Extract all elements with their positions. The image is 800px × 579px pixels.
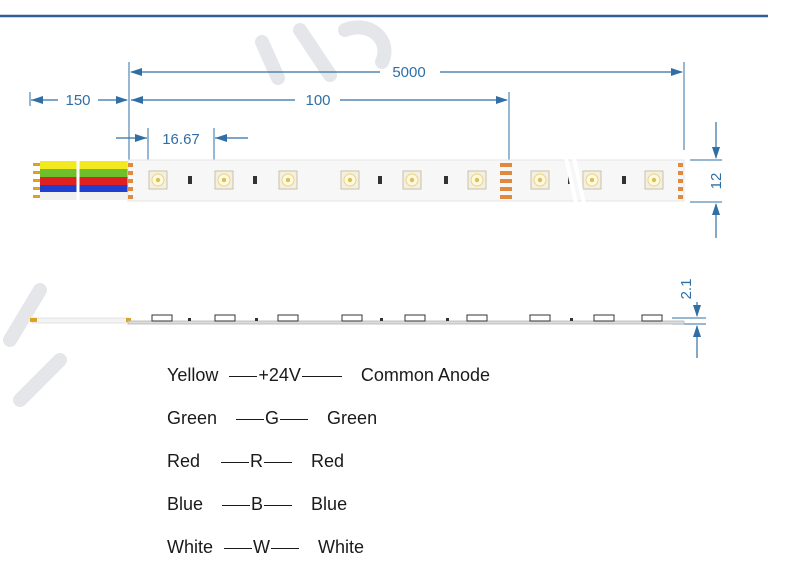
- led-chip: [278, 170, 298, 190]
- wiring-row-white: White W White: [167, 536, 490, 579]
- led-chip: [214, 170, 234, 190]
- strip-break-mark: [564, 157, 586, 204]
- solder-pads: [128, 163, 683, 199]
- side-led-profile: [529, 314, 551, 322]
- led-chip: [402, 170, 422, 190]
- dimension-total-length: 5000: [128, 62, 685, 160]
- wiring-row-green: Green G Green: [167, 407, 490, 450]
- side-led-profile: [404, 314, 426, 322]
- wire-function-label: Red: [311, 451, 345, 471]
- side-led-profile: [593, 314, 615, 322]
- side-resistor: [446, 318, 449, 321]
- wire-signal-label: G: [235, 407, 309, 429]
- led-chip: [530, 170, 550, 190]
- wire-signal-label: +24V: [228, 364, 343, 386]
- strip-width-label: 12: [708, 173, 725, 190]
- wiring-row-yellow: Yellow +24V Common Anode: [167, 364, 490, 407]
- watermark: [3, 20, 392, 407]
- wire-yellow: [40, 161, 128, 169]
- wire-color-label: Green: [167, 408, 218, 428]
- side-led-profiles: [151, 314, 663, 322]
- wiring-row-red: Red R Red: [167, 450, 490, 493]
- wire-white: [40, 192, 128, 200]
- led-chip: [148, 170, 168, 190]
- wire-color-label: Yellow: [167, 365, 219, 385]
- cut-unit-label: 100: [305, 92, 330, 109]
- side-lead-wire: [31, 317, 129, 324]
- led-chip: [467, 170, 487, 190]
- resistor: [378, 176, 382, 184]
- wiring-row-blue: Blue B Blue: [167, 493, 490, 536]
- wire-color-label: White: [167, 537, 214, 557]
- side-resistor: [380, 318, 383, 321]
- dimension-strip-width: 12: [690, 122, 725, 238]
- wire-function-label: White: [318, 537, 365, 557]
- side-led-profile: [466, 314, 488, 322]
- wire-green: [40, 169, 128, 177]
- strip-top-view: [33, 157, 685, 204]
- wire-function-label: Blue: [311, 494, 348, 514]
- led-pitch-label: 16.67: [162, 131, 200, 148]
- wire-color-label: Blue: [167, 494, 204, 514]
- wire-color-label: Red: [167, 451, 201, 471]
- wire-signal-label: R: [220, 450, 293, 472]
- resistor: [444, 176, 448, 184]
- led-chips: [148, 170, 664, 190]
- side-led-profile: [341, 314, 363, 322]
- dimension-led-pitch: 16.67: [116, 128, 248, 160]
- strip-thickness-label: 2.1: [678, 279, 695, 300]
- wire-function-label: Green: [327, 408, 378, 428]
- led-chip: [582, 170, 602, 190]
- wire-function-label: Common Anode: [360, 365, 490, 385]
- side-led-profile: [214, 314, 236, 322]
- side-led-profile: [151, 314, 173, 322]
- wire-signal-label: B: [221, 493, 293, 515]
- dimension-lead-length: 150: [29, 92, 128, 109]
- total-length-label: 5000: [392, 64, 425, 81]
- led-chip: [340, 170, 360, 190]
- strip-side-view: [30, 314, 685, 325]
- side-resistor: [255, 318, 258, 321]
- lead-length-label: 150: [65, 92, 90, 109]
- resistor: [622, 176, 626, 184]
- side-resistor: [570, 318, 573, 321]
- wire-red: [40, 177, 128, 185]
- lead-wires: [33, 160, 128, 201]
- wiring-legend: Yellow +24V Common Anode Green G Green Red R R…: [167, 364, 490, 579]
- side-led-profile: [277, 314, 299, 322]
- wire-signal-label: W: [223, 536, 300, 558]
- resistor: [253, 176, 257, 184]
- dimension-cut-unit: 100: [131, 92, 510, 160]
- side-resistor: [188, 318, 191, 321]
- dimension-strip-thickness: 2.1: [672, 279, 706, 358]
- wire-blue: [40, 185, 128, 192]
- led-chip: [644, 170, 664, 190]
- side-led-profile: [641, 314, 663, 322]
- resistor: [188, 176, 192, 184]
